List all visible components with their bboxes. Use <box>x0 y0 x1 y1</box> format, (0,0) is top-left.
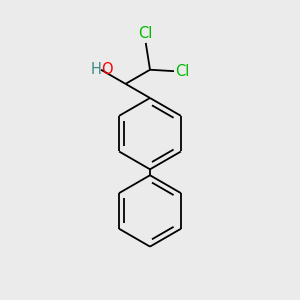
Text: H: H <box>90 62 101 77</box>
Text: Cl: Cl <box>139 26 153 41</box>
Text: O: O <box>101 62 113 77</box>
Text: Cl: Cl <box>176 64 190 79</box>
